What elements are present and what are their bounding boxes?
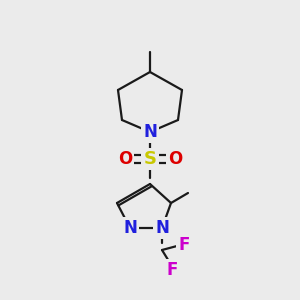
- Text: N: N: [155, 219, 169, 237]
- Text: N: N: [143, 123, 157, 141]
- Text: O: O: [168, 150, 182, 168]
- Text: O: O: [118, 150, 132, 168]
- Text: F: F: [166, 261, 178, 279]
- Text: N: N: [123, 219, 137, 237]
- Text: S: S: [143, 150, 157, 168]
- Text: F: F: [178, 236, 190, 254]
